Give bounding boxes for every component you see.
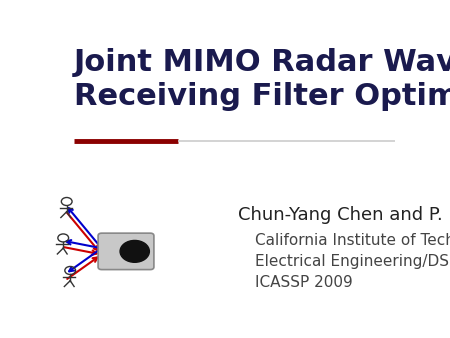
Circle shape bbox=[120, 240, 149, 262]
Text: Joint MIMO Radar Waveform and
Receiving Filter Optimization: Joint MIMO Radar Waveform and Receiving … bbox=[74, 48, 450, 111]
FancyBboxPatch shape bbox=[98, 233, 154, 270]
Text: Chun-Yang Chen and P. P. Vaidyanathan: Chun-Yang Chen and P. P. Vaidyanathan bbox=[238, 206, 450, 224]
Text: ICASSP 2009: ICASSP 2009 bbox=[255, 275, 353, 290]
Text: California Institute of Technology: California Institute of Technology bbox=[255, 234, 450, 248]
Text: Electrical Engineering/DSP Lab: Electrical Engineering/DSP Lab bbox=[255, 254, 450, 269]
